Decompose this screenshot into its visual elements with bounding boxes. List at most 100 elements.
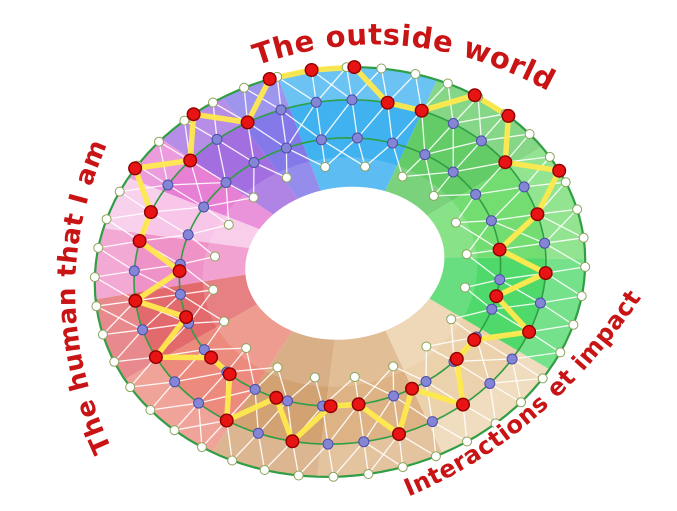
node[interactable]: [447, 166, 459, 178]
node[interactable]: [419, 149, 431, 161]
milestone-node[interactable]: [219, 413, 234, 428]
milestone-node[interactable]: [143, 205, 158, 220]
node[interactable]: [249, 383, 261, 395]
node[interactable]: [486, 303, 498, 315]
milestone-node[interactable]: [552, 163, 567, 178]
node[interactable]: [506, 353, 518, 365]
node[interactable]: [351, 132, 363, 144]
node[interactable]: [109, 356, 120, 367]
node[interactable]: [182, 229, 194, 241]
milestone-node[interactable]: [128, 161, 143, 176]
node[interactable]: [259, 465, 270, 475]
milestone-node[interactable]: [179, 310, 194, 325]
node[interactable]: [442, 78, 453, 89]
node[interactable]: [293, 470, 304, 481]
milestone-node[interactable]: [347, 60, 362, 75]
node[interactable]: [174, 288, 186, 300]
milestone-node[interactable]: [240, 115, 255, 130]
node[interactable]: [211, 133, 223, 145]
node[interactable]: [484, 378, 496, 389]
milestone-node[interactable]: [498, 155, 513, 170]
milestone-node[interactable]: [222, 367, 237, 382]
node[interactable]: [282, 395, 293, 407]
node[interactable]: [346, 94, 358, 106]
node[interactable]: [376, 63, 387, 74]
node[interactable]: [169, 376, 181, 388]
node[interactable]: [208, 97, 218, 108]
node[interactable]: [360, 161, 371, 172]
milestone-node[interactable]: [449, 351, 464, 366]
node[interactable]: [219, 316, 230, 327]
node[interactable]: [128, 265, 140, 277]
node[interactable]: [397, 462, 408, 473]
node[interactable]: [97, 329, 108, 340]
node[interactable]: [93, 242, 104, 253]
node[interactable]: [580, 261, 591, 272]
milestone-node[interactable]: [148, 350, 163, 365]
node[interactable]: [272, 362, 283, 373]
node[interactable]: [137, 324, 149, 336]
node[interactable]: [470, 188, 482, 200]
node[interactable]: [555, 347, 566, 358]
node[interactable]: [446, 314, 457, 325]
node[interactable]: [490, 418, 501, 429]
node[interactable]: [310, 96, 322, 108]
milestone-node[interactable]: [285, 434, 300, 449]
node[interactable]: [578, 232, 589, 243]
milestone-node[interactable]: [204, 350, 219, 365]
node[interactable]: [328, 471, 339, 482]
node[interactable]: [363, 469, 374, 479]
milestone-node[interactable]: [269, 390, 284, 405]
milestone-node[interactable]: [186, 107, 201, 122]
node[interactable]: [179, 115, 190, 126]
node[interactable]: [114, 186, 125, 197]
node[interactable]: [241, 343, 252, 354]
node[interactable]: [198, 201, 210, 213]
milestone-node[interactable]: [492, 242, 507, 257]
node[interactable]: [125, 382, 136, 393]
milestone-node[interactable]: [132, 233, 147, 248]
node[interactable]: [193, 397, 205, 409]
milestone-node[interactable]: [522, 324, 537, 339]
node[interactable]: [447, 118, 459, 129]
node[interactable]: [320, 162, 331, 172]
node[interactable]: [572, 204, 583, 215]
node[interactable]: [494, 274, 506, 286]
milestone-node[interactable]: [172, 264, 187, 279]
node[interactable]: [315, 134, 327, 146]
node[interactable]: [534, 297, 546, 309]
node[interactable]: [539, 237, 551, 249]
node[interactable]: [239, 82, 250, 93]
node[interactable]: [450, 217, 461, 228]
node[interactable]: [89, 272, 100, 283]
node[interactable]: [544, 151, 555, 162]
milestone-node[interactable]: [351, 397, 366, 412]
node[interactable]: [309, 372, 320, 383]
node[interactable]: [154, 136, 164, 147]
milestone-node[interactable]: [380, 95, 395, 110]
node[interactable]: [280, 142, 292, 154]
node[interactable]: [537, 373, 548, 384]
node[interactable]: [397, 171, 408, 182]
milestone-node[interactable]: [323, 399, 338, 414]
node[interactable]: [485, 215, 497, 227]
node[interactable]: [227, 455, 238, 466]
node[interactable]: [388, 390, 400, 402]
node[interactable]: [169, 425, 180, 436]
node[interactable]: [208, 284, 219, 295]
milestone-node[interactable]: [489, 289, 504, 304]
node[interactable]: [101, 214, 112, 225]
node[interactable]: [248, 157, 260, 168]
node[interactable]: [358, 436, 370, 448]
node[interactable]: [430, 451, 441, 462]
milestone-node[interactable]: [128, 293, 143, 308]
node[interactable]: [388, 361, 399, 372]
node[interactable]: [518, 181, 530, 193]
milestone-node[interactable]: [405, 381, 420, 396]
node[interactable]: [524, 129, 535, 139]
node[interactable]: [420, 376, 432, 387]
milestone-node[interactable]: [304, 63, 319, 78]
milestone-node[interactable]: [530, 207, 545, 222]
milestone-node[interactable]: [183, 153, 198, 168]
node[interactable]: [91, 301, 102, 312]
